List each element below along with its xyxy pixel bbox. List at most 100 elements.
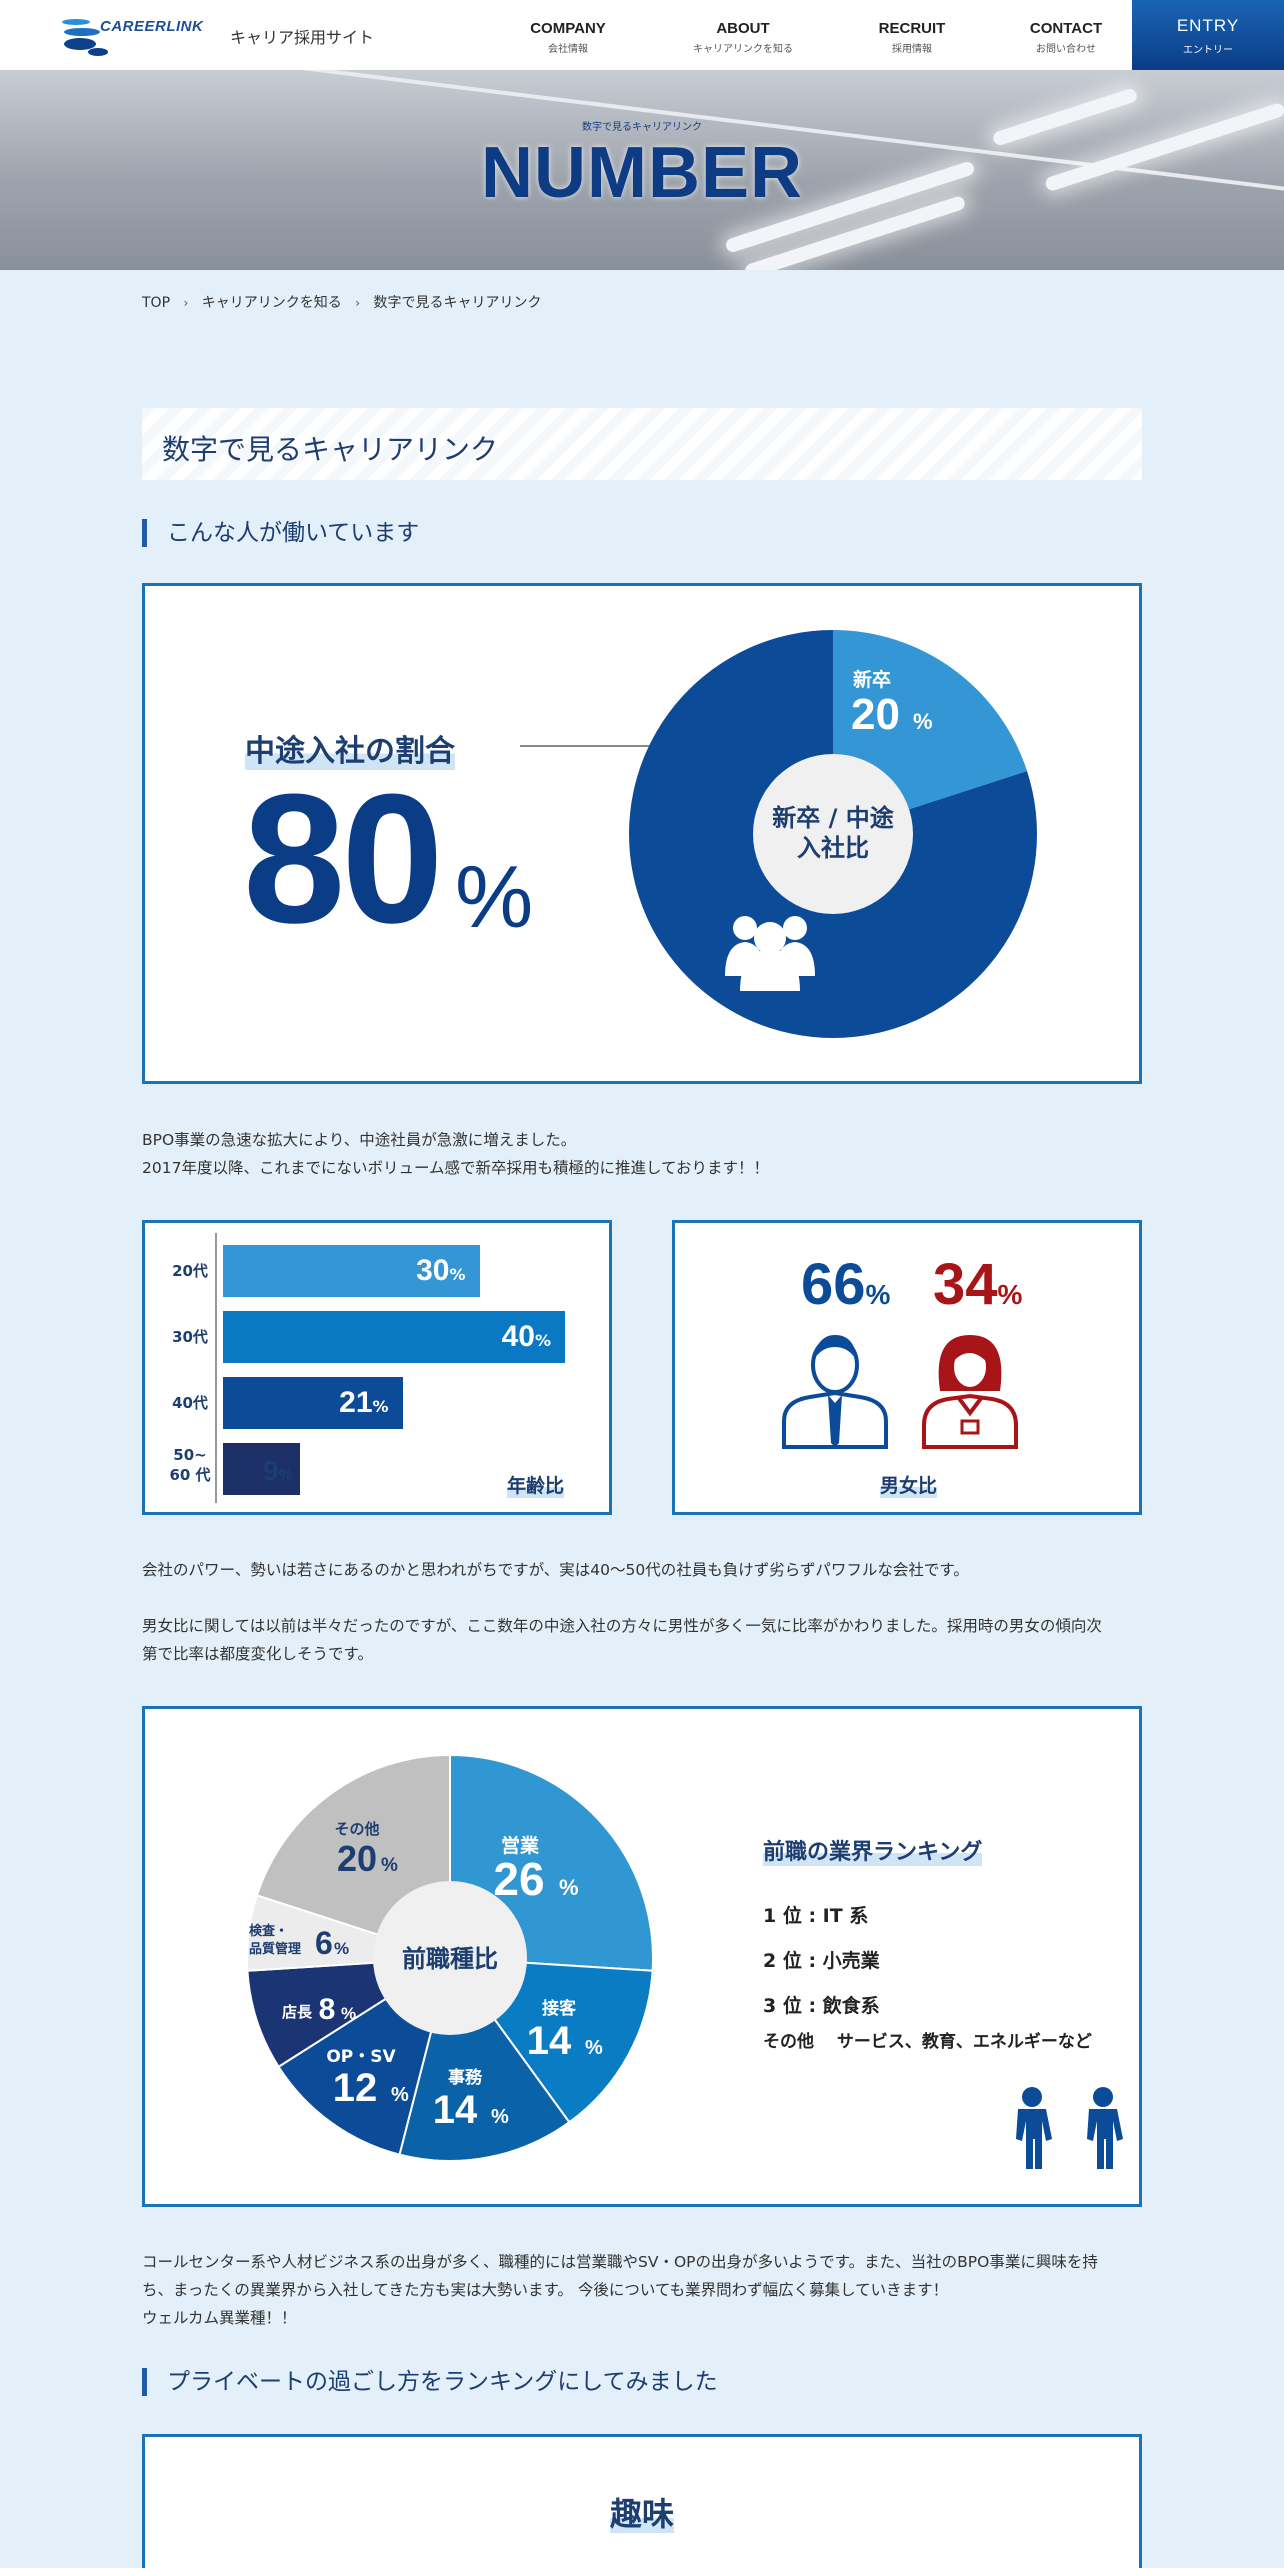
- age-bar-40s: 21%: [223, 1377, 403, 1429]
- paragraph-career: BPO事業の急速な拡大により、中途社員が急激に増えました。 2017年度以降、こ…: [142, 1126, 1142, 1182]
- career-ratio-title: 中途入社の割合: [245, 726, 455, 770]
- slice-value-other: 20: [337, 1838, 377, 1879]
- nav-recruit-sub: 採用情報: [892, 44, 932, 55]
- age-label-40s: 40代: [172, 1394, 208, 1412]
- slice-unit-opsv: %: [391, 2084, 409, 2106]
- slice-value-sales: 26: [493, 1853, 544, 1905]
- slice-label-other: その他: [334, 1820, 379, 1838]
- slice-value-manager: 8: [319, 1993, 336, 2026]
- new-grad-label: 新卒: [853, 668, 891, 691]
- breadcrumb: TOP › キャリアリンクを知る › 数字で見るキャリアリンク: [142, 292, 541, 312]
- ranking-item-2: 2 位 : 小売業: [763, 1950, 880, 1972]
- nav-about-label: ABOUT: [716, 20, 770, 37]
- paragraph-line: BPO事業の急速な拡大により、中途社員が急激に増えました。: [142, 1131, 577, 1149]
- previous-job-donut: 前職種比 営業 26 % 接客 14 % 事務 14 % OP・SV 12 % …: [246, 1753, 1123, 2169]
- career-ratio-card: 中途入社の割合 80 % 新卒 / 中途 入社比 新卒 20 %: [142, 583, 1142, 1084]
- nav-contact-label: CONTACT: [1029, 20, 1103, 37]
- paragraph-age: 会社のパワー、勢いは若さにあるのかと思われがちですが、実は40〜50代の社員も負…: [142, 1561, 969, 1579]
- nav-about[interactable]: ABOUT キャリアリンクを知る: [673, 20, 813, 55]
- slice-unit-qa: %: [334, 1939, 349, 1958]
- slice-value-office: 14: [433, 2088, 478, 2132]
- site-name: キャリア採用サイト: [230, 28, 375, 47]
- paragraph-line: コールセンター系や人材ビジネス系の出身が多く、職種的には営業職やSV・OPの出身…: [142, 2253, 1098, 2271]
- age-bar-50s: [223, 1443, 300, 1495]
- age-bar-20s: 30%: [223, 1245, 480, 1297]
- ranking-item-3: 3 位 : 飲食系: [763, 1995, 880, 2017]
- section-heading-people: こんな人が働いています: [142, 519, 419, 547]
- nav-contact[interactable]: CONTACT お問い合わせ: [996, 20, 1136, 55]
- ranking-title: 前職の業界ランキング: [763, 1834, 983, 1866]
- nav-recruit[interactable]: RECRUIT 採用情報: [842, 20, 982, 55]
- age-bar-unit: %: [534, 1331, 551, 1350]
- hobby-title-text: 趣味: [609, 2495, 674, 2533]
- donut-center-label: 前職種比: [402, 1945, 498, 1973]
- hero-title: NUMBER: [481, 133, 803, 213]
- donut-center-line1: 新卒 / 中途: [772, 804, 894, 832]
- slice-label-service: 接客: [542, 1998, 577, 2019]
- age-ratio-caption: 年齢比: [507, 1471, 565, 1498]
- age-axis: [215, 1233, 217, 1503]
- career-ratio-value: 80: [243, 755, 444, 961]
- slice-value-opsv: 12: [333, 2066, 378, 2110]
- logo-text: CAREERLINK: [100, 18, 204, 35]
- previous-job-card: 前職種比 営業 26 % 接客 14 % 事務 14 % OP・SV 12 % …: [142, 1706, 1142, 2207]
- age-bar-value: 9: [263, 1455, 279, 1486]
- chevron-right-icon: ›: [355, 296, 360, 310]
- slice-unit-other: %: [381, 1855, 398, 1876]
- career-ratio-donut: 新卒 / 中途 入社比 新卒 20 %: [520, 630, 1037, 1038]
- age-bar-unit: %: [278, 1467, 293, 1484]
- nav-company[interactable]: COMPANY 会社情報: [498, 20, 638, 55]
- logo-mark-icon: [62, 19, 108, 56]
- donut-center: [753, 754, 913, 914]
- careerlink-logo[interactable]: CAREERLINK: [58, 12, 223, 58]
- gender-ratio-card: 66% 34% 男女比: [672, 1220, 1142, 1515]
- entry-button[interactable]: ENTRY エントリー: [1132, 0, 1284, 70]
- nav-about-sub: キャリアリンクを知る: [693, 44, 793, 55]
- slice-unit-sales: %: [559, 1875, 579, 1900]
- age-bar-value: 21: [339, 1386, 373, 1419]
- ranking-item-1: 1 位 : IT 系: [763, 1905, 869, 1927]
- female-ratio-value: 34: [933, 1252, 998, 1317]
- slice-unit-service: %: [585, 2037, 603, 2059]
- male-ratio: 66%: [801, 1251, 890, 1318]
- male-ratio-value: 66: [801, 1252, 866, 1317]
- nav-company-sub: 会社情報: [548, 44, 588, 55]
- entry-label: ENTRY: [1176, 16, 1240, 35]
- nav-company-label: COMPANY: [530, 20, 606, 37]
- female-ratio: 34%: [933, 1251, 1022, 1318]
- paragraph-line: 男女比に関しては以前は半々だったのですが、ここ数年の中途入社の方々に男性が多く一…: [142, 1617, 1102, 1635]
- breadcrumb-top[interactable]: TOP: [142, 295, 171, 311]
- age-bar-unit: %: [372, 1397, 389, 1416]
- age-ratio-card: 20代 30% 30代 40% 40代 21% 50~ 60 代 9% 年齢比: [142, 1220, 612, 1515]
- nav-recruit-label: RECRUIT: [878, 20, 946, 37]
- donut-center-line2: 入社比: [797, 834, 869, 862]
- donut-center: [373, 1881, 527, 2035]
- age-bar-value: 40: [501, 1320, 535, 1353]
- entry-sub: エントリー: [1183, 45, 1233, 56]
- slice-label-manager: 店長: [282, 2003, 313, 2021]
- slice-label-sales: 営業: [501, 1834, 540, 1857]
- paragraph-industry: コールセンター系や人材ビジネス系の出身が多く、職種的には営業職やSV・OPの出身…: [142, 2248, 1142, 2332]
- breadcrumb-current: 数字で見るキャリアリンク: [373, 295, 542, 311]
- ranking-other: その他 サービス、教育、エネルギーなど: [763, 2032, 1092, 2052]
- page-title: 数字で見るキャリアリンク: [142, 408, 1142, 480]
- age-label-50s: 50~ 60 代: [169, 1446, 211, 1484]
- paragraph-line: 2017年度以降、これまでにないボリューム感で新卒採用も積極的に推進しております…: [142, 1159, 770, 1177]
- male-person-icon: [782, 1335, 888, 1449]
- slice-value-service: 14: [527, 2019, 572, 2063]
- paragraph-line: ち、まったくの異業界から入社してきた方も実は大勢います。 今後についても業界問わ…: [142, 2281, 949, 2299]
- slice-label-opsv: OP・SV: [326, 2047, 396, 2067]
- age-label-30s: 30代: [172, 1328, 208, 1346]
- paragraph-line: ウェルカム異業種！！: [142, 2309, 297, 2327]
- hero-banner: 数字で見るキャリアリンク NUMBER: [0, 70, 1284, 270]
- age-bar-50s-value: 9%: [263, 1455, 293, 1487]
- slice-unit-office: %: [491, 2106, 509, 2128]
- hero-subtitle: 数字で見るキャリアリンク: [582, 122, 702, 133]
- slice-unit-manager: %: [341, 2004, 356, 2023]
- age-bar-30s: 40%: [223, 1311, 565, 1363]
- male-ratio-unit: %: [865, 1279, 891, 1310]
- people-group-icon: [725, 916, 815, 991]
- nav-contact-sub: お問い合わせ: [1036, 44, 1096, 55]
- breadcrumb-about[interactable]: キャリアリンクを知る: [201, 295, 342, 311]
- chevron-right-icon: ›: [183, 296, 189, 310]
